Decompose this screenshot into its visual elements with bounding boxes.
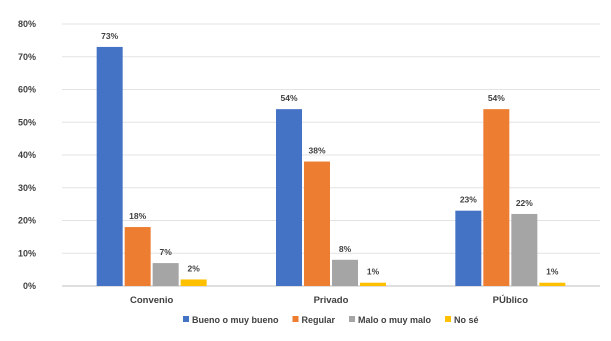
data-label: 38% [308,146,325,156]
y-tick-label: 60% [18,85,36,95]
gridlines [62,23,600,287]
data-label: 8% [339,244,352,254]
bar [276,109,302,287]
data-label: 73% [101,31,118,41]
data-label: 54% [280,93,297,103]
bar [483,109,510,287]
bar [152,263,179,286]
legend: Bueno o muy bueno Regular Malo o muy malo N… [183,315,479,325]
data-label: 22% [516,198,533,208]
legend-label: No sé [454,315,479,325]
bars [96,46,566,287]
data-label: 54% [488,93,505,103]
data-label: 1% [367,267,380,277]
y-tick-label: 20% [18,216,36,226]
y-tick-label: 40% [18,150,36,160]
bar [124,227,151,286]
bar [180,279,207,286]
legend-swatch [349,316,356,322]
bar [360,282,386,286]
y-tick-label: 10% [18,248,36,258]
y-axis-ticks: 0% 10% 20% 30% 40% 50% 60% 70% 80% [18,19,36,291]
legend-swatch [292,316,299,322]
y-tick-label: 30% [18,183,36,193]
y-tick-label: 0% [23,281,36,291]
data-label: 1% [546,267,559,277]
y-tick-label: 80% [18,19,36,29]
data-label: 2% [188,263,201,273]
data-label: 7% [160,247,173,257]
y-tick-label: 70% [18,52,36,62]
category-label: PÚblico [493,294,529,306]
y-tick-label: 50% [18,117,36,127]
data-label: 23% [460,195,477,205]
legend-swatch [183,316,189,322]
data-label: 18% [129,211,146,221]
bar [304,161,330,286]
category-label: Privado [314,295,349,306]
category-label: Convenio [130,295,173,306]
legend-label: Malo o muy malo [358,315,432,325]
bar [455,210,482,286]
legend-swatch [445,316,452,322]
bar [96,46,123,286]
bar [332,259,358,286]
bar [539,282,566,286]
x-axis-categories: Convenio Privado PÚblico [130,294,528,306]
bar [511,213,538,286]
data-labels: 73% 18% 7% 2% 54% 38% 8% 1% 23% 54% 22% 1% [101,31,559,277]
legend-label: Bueno o muy bueno [192,315,279,325]
legend-label: Regular [302,315,336,325]
